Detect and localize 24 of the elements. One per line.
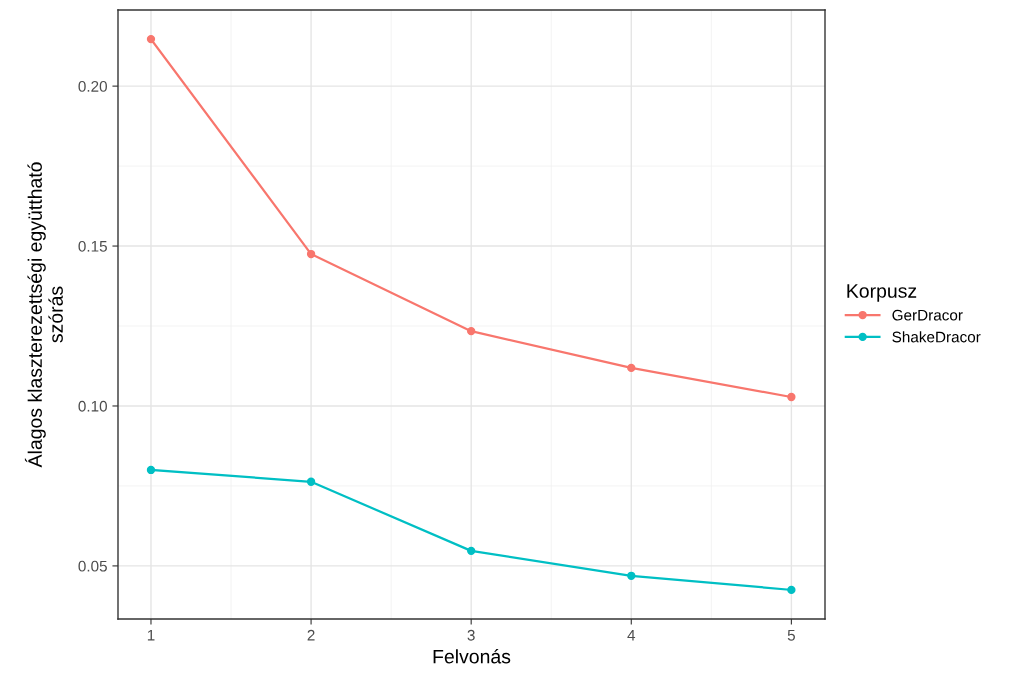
- legend-label: GerDracor: [892, 309, 963, 321]
- point: [627, 571, 636, 580]
- point: [787, 585, 796, 595]
- legend-title: Korpusz: [847, 284, 917, 302]
- point: [146, 465, 156, 475]
- point: [306, 249, 316, 259]
- point: [306, 477, 316, 486]
- x-tick-label: 2: [307, 629, 315, 641]
- x-tick-label: 3: [467, 629, 475, 641]
- point: [787, 392, 796, 402]
- y-tick-label: 0.15: [78, 240, 107, 252]
- y-tick-label: 0.05: [78, 560, 107, 572]
- x-tick-label: 1: [147, 629, 155, 641]
- x-axis-title: Felvonás: [433, 648, 511, 664]
- x-tick-label: 4: [627, 629, 636, 641]
- y-tick-label: 0.10: [78, 400, 107, 412]
- y-axis-title: Álagos klaszterezettségi együttható szórás: [24, 162, 63, 468]
- point: [627, 363, 636, 373]
- point: [467, 546, 476, 556]
- point: [467, 326, 476, 336]
- point: [146, 34, 156, 44]
- x-tick-label: 5: [787, 629, 795, 641]
- y-tick-label: 0.20: [78, 80, 107, 92]
- legend-label: ShakeDracor: [892, 331, 981, 343]
